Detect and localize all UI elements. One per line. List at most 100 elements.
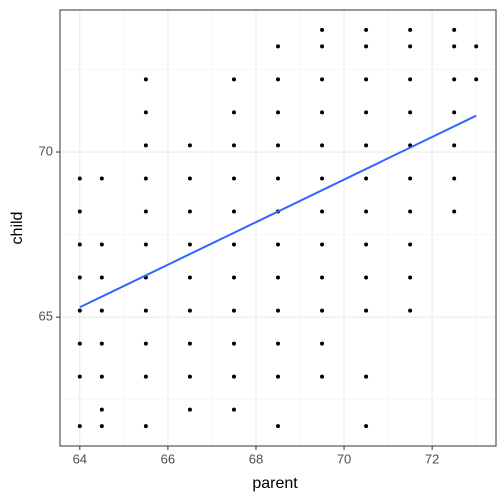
x-tick-label: 68 [249, 451, 263, 466]
point [364, 374, 369, 379]
point [187, 308, 192, 313]
point [187, 209, 192, 214]
x-tick-label: 72 [425, 451, 439, 466]
point [452, 110, 457, 115]
point [276, 308, 280, 313]
point [408, 308, 413, 313]
point [143, 424, 148, 429]
point [77, 275, 82, 280]
x-tick-label: 66 [161, 451, 175, 466]
point [320, 44, 325, 49]
x-tick-label: 70 [337, 451, 351, 466]
point [231, 275, 236, 280]
point [364, 242, 369, 247]
point [320, 374, 325, 379]
point [187, 143, 192, 148]
point [143, 143, 148, 148]
point [474, 77, 479, 82]
point [408, 242, 413, 247]
point [77, 374, 82, 379]
point [276, 77, 280, 82]
y-tick-label: 65 [39, 309, 53, 324]
point [276, 341, 280, 346]
point [320, 275, 325, 280]
point [77, 424, 82, 429]
point [364, 176, 369, 181]
point [99, 242, 104, 247]
point [452, 44, 457, 49]
point [77, 308, 82, 313]
point [408, 275, 413, 280]
point [408, 110, 413, 115]
point [231, 374, 236, 379]
point [452, 176, 457, 181]
point [99, 176, 104, 181]
point [231, 242, 236, 247]
panel [60, 10, 496, 446]
point [143, 341, 148, 346]
point [187, 176, 192, 181]
point [408, 77, 413, 82]
point [364, 424, 369, 429]
point [320, 143, 325, 148]
point [320, 242, 325, 247]
point [276, 176, 280, 181]
point [276, 143, 280, 148]
point [99, 424, 104, 429]
point [187, 341, 192, 346]
point [452, 143, 457, 148]
point [320, 176, 325, 181]
point [99, 308, 104, 313]
point [276, 44, 280, 49]
point [452, 77, 457, 82]
point [231, 77, 236, 82]
point [408, 27, 413, 32]
point [99, 374, 104, 379]
point [187, 374, 192, 379]
point [99, 341, 104, 346]
point [99, 275, 104, 280]
point [320, 110, 325, 115]
point [143, 176, 148, 181]
point [276, 242, 280, 247]
point [320, 27, 325, 32]
point [452, 209, 457, 214]
point [364, 209, 369, 214]
point [143, 110, 148, 115]
point [187, 407, 192, 412]
panel-border [59, 9, 497, 447]
point [452, 27, 457, 32]
point [320, 341, 325, 346]
point [408, 44, 413, 49]
point [77, 341, 82, 346]
y-axis-title: child [9, 212, 26, 245]
point [364, 143, 369, 148]
point [276, 110, 280, 115]
point [77, 209, 82, 214]
point [231, 143, 236, 148]
point [364, 308, 369, 313]
point [276, 275, 280, 280]
point [77, 242, 82, 247]
x-tick-label: 64 [73, 451, 87, 466]
point [231, 209, 236, 214]
point [364, 110, 369, 115]
point [231, 407, 236, 412]
point [408, 176, 413, 181]
point [231, 308, 236, 313]
point [77, 176, 82, 181]
point [143, 374, 148, 379]
point [364, 27, 369, 32]
point [231, 110, 236, 115]
point [364, 44, 369, 49]
point [408, 209, 413, 214]
point [364, 77, 369, 82]
point [143, 209, 148, 214]
point [320, 308, 325, 313]
point [143, 308, 148, 313]
point [276, 374, 280, 379]
point [364, 275, 369, 280]
point [276, 424, 280, 429]
y-tick-label: 70 [39, 143, 53, 158]
